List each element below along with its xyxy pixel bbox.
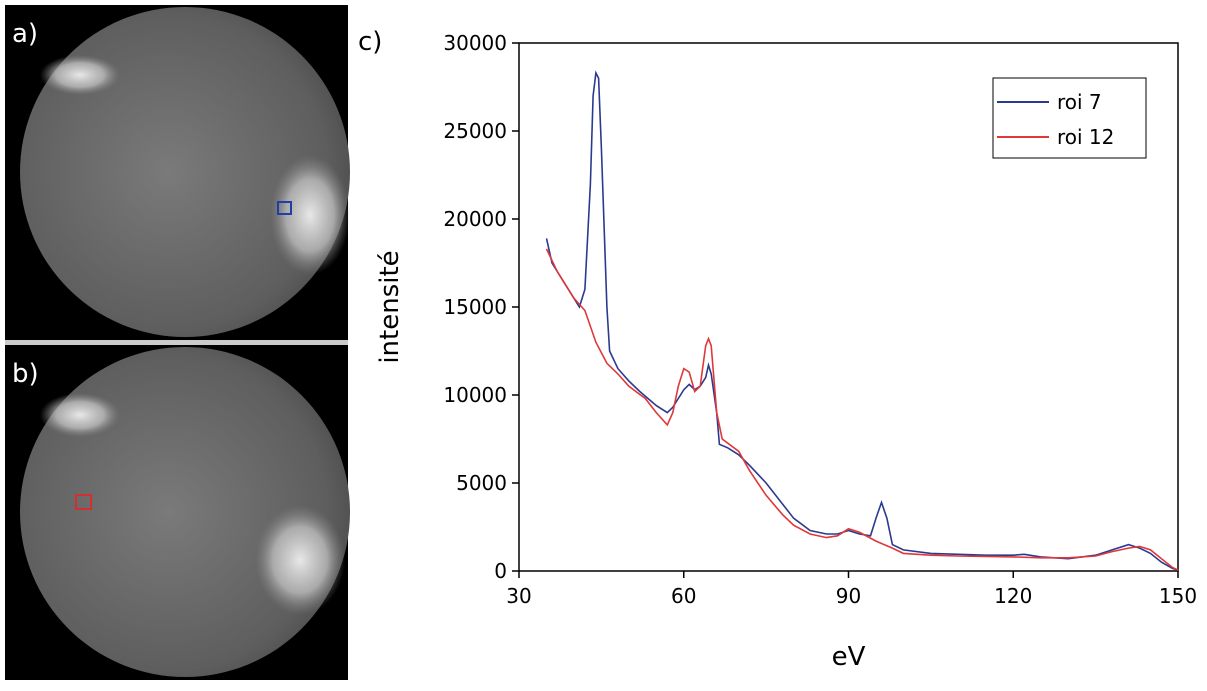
x-axis-label: eV bbox=[832, 642, 866, 672]
divider bbox=[5, 340, 348, 345]
x-tick-label: 90 bbox=[836, 584, 861, 608]
x-tick-label: 120 bbox=[994, 584, 1032, 608]
x-tick-label: 30 bbox=[506, 584, 531, 608]
panel-label: b) bbox=[12, 359, 39, 389]
y-tick-label: 15000 bbox=[443, 295, 507, 319]
plot-frame bbox=[518, 42, 1179, 572]
y-axis-label: intensité bbox=[375, 250, 405, 363]
y-tick-label: 30000 bbox=[443, 31, 507, 55]
legend-label: roi 12 bbox=[1057, 125, 1114, 149]
y-tick-label: 20000 bbox=[443, 207, 507, 231]
y-tick-label: 0 bbox=[494, 559, 507, 583]
panel-label: c) bbox=[358, 27, 382, 57]
legend-label: roi 7 bbox=[1057, 90, 1102, 114]
legend-box bbox=[992, 77, 1147, 159]
panel-label: a) bbox=[12, 19, 38, 49]
y-tick-label: 10000 bbox=[443, 383, 507, 407]
image-b: b) bbox=[5, 345, 350, 680]
image-a: a) bbox=[5, 5, 350, 340]
y-tick-label: 25000 bbox=[443, 119, 507, 143]
series-line bbox=[545, 70, 1179, 571]
x-tick-label: 60 bbox=[671, 584, 696, 608]
y-tick-label: 5000 bbox=[456, 471, 507, 495]
series-line bbox=[545, 248, 1179, 571]
x-tick-label: 150 bbox=[1159, 584, 1197, 608]
